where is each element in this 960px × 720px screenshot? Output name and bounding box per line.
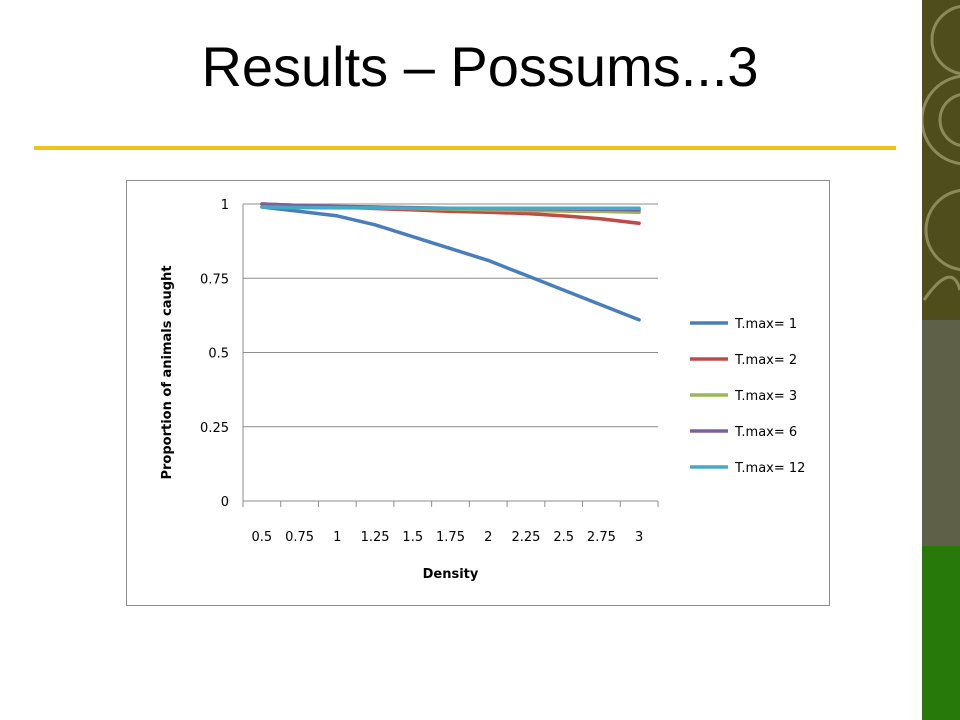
x-tick-label: 2.5: [553, 530, 574, 545]
x-tick-label: 1.5: [402, 530, 423, 545]
legend-label: T.max= 6: [734, 425, 797, 440]
x-axis-title: Density: [423, 567, 479, 582]
x-tick-label: 0.75: [285, 530, 314, 545]
decor-band-middle: [922, 320, 960, 546]
chart-frame: 0 0.25 0.5 0.75 1 0.5 0.75 1 1.25 1.5 1.75 2 2.25 2.5…: [126, 180, 830, 606]
x-tick-label: 1.25: [361, 530, 390, 545]
decorative-swirl: [922, 5, 960, 301]
y-axis-title: Proportion of animals caught: [160, 265, 175, 479]
y-tick-label: 1: [221, 198, 229, 213]
y-tick-label: 0: [221, 495, 229, 510]
x-tick-label: 1.75: [436, 530, 465, 545]
y-tick-label: 0.25: [200, 421, 229, 436]
x-tick-label: 1: [333, 530, 341, 545]
x-tick-label: 2.75: [587, 530, 616, 545]
slide-title: Results – Possums...3: [201, 35, 759, 98]
line-chart: 0 0.25 0.5 0.75 1 0.5 0.75 1 1.25 1.5 1.75 2 2.25 2.5…: [160, 198, 805, 582]
x-tick-label: 0.5: [252, 530, 273, 545]
series-line: [260, 205, 641, 210]
y-tick-label: 0.5: [208, 347, 229, 362]
legend-label: T.max= 2: [734, 353, 797, 368]
x-tick-label: 3: [635, 530, 643, 545]
y-tick-label: 0.75: [200, 272, 229, 287]
legend-label: T.max= 3: [734, 389, 797, 404]
legend-label: T.max= 1: [734, 317, 797, 332]
x-tick-label: 2: [484, 530, 492, 545]
decor-band-bottom: [922, 546, 960, 720]
title-underline: [34, 146, 896, 150]
x-tick-label: 2.25: [511, 530, 540, 545]
series-line: [260, 205, 641, 322]
legend-label: T.max= 12: [734, 461, 805, 476]
